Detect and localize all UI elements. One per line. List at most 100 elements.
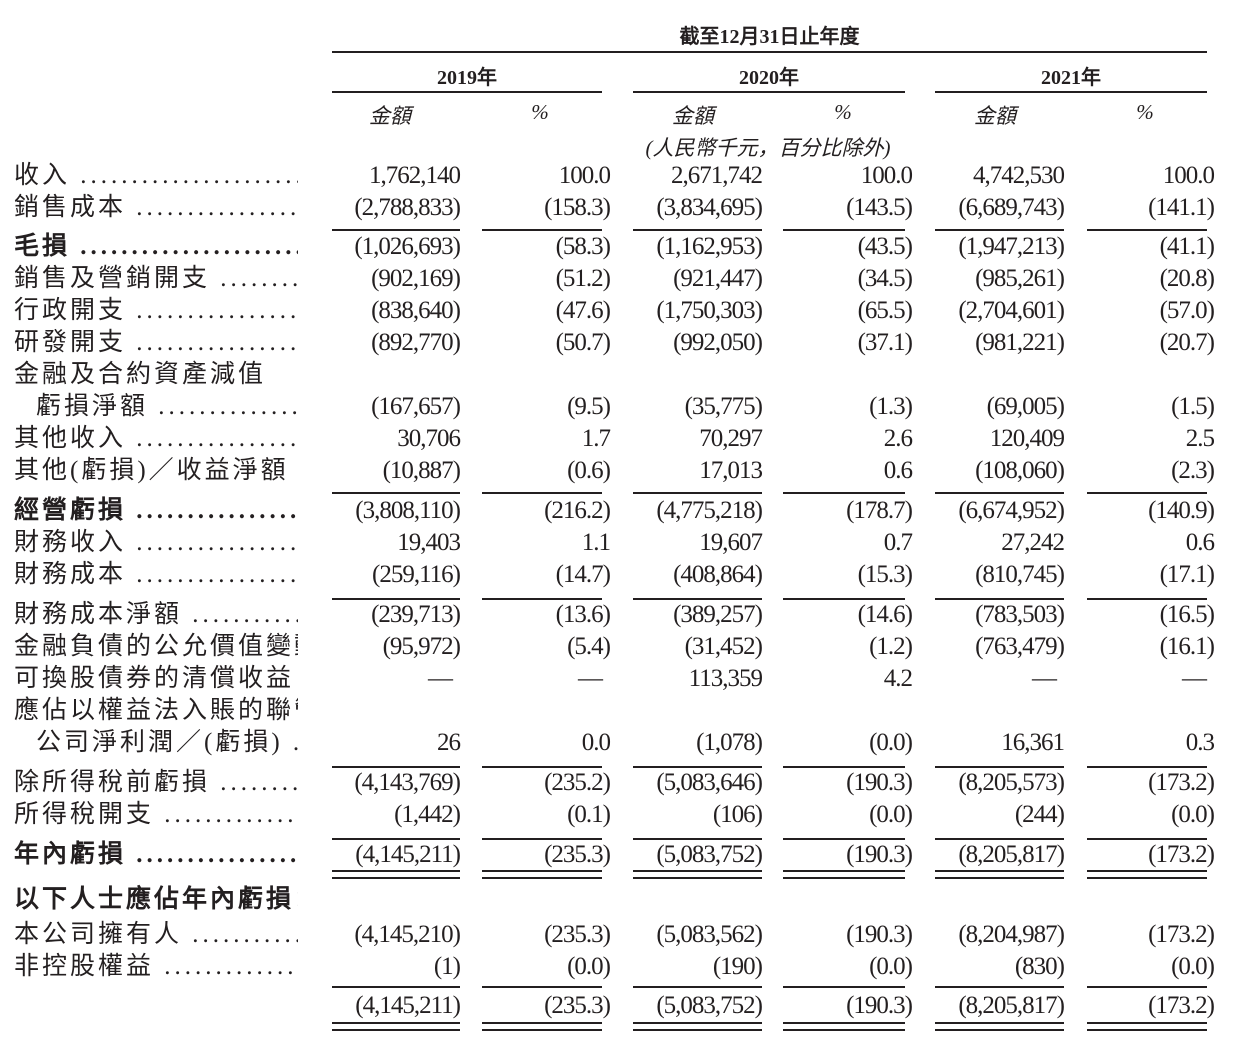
cell-percent-2019: (0.6) (567, 457, 611, 484)
subtotal-rule (332, 838, 460, 840)
cell-amount-2021: (981,221) (975, 329, 1065, 356)
cell-percent-2019: 100.0 (558, 162, 611, 189)
total-double-rule (783, 1029, 905, 1031)
cell-amount-2020: (31,452) (684, 633, 763, 660)
cell-percent-2020: (178.7) (846, 497, 913, 524)
total-double-rule (1087, 1022, 1207, 1024)
row-label-text: 公司淨利潤／(虧損) (36, 729, 283, 756)
leader-dots: ........................................ (80, 162, 298, 189)
cell-amount-2019: 1,762,140 (369, 162, 461, 189)
row-label-text: 除所得稅前虧損 (14, 769, 211, 796)
cell-percent-2019: (235.2) (544, 769, 611, 796)
amount-column-label: 金額 (369, 104, 411, 128)
row-label: 公司淨利潤／(虧損) .............................… (36, 727, 298, 759)
table-row: (4,145,211) (235.3) (5,083,752) (190.3) (8,2… (0, 990, 1239, 1022)
cell-amount-2019: 19,403 (397, 529, 461, 556)
subtotal-rule (633, 229, 762, 231)
cell-amount-2019: (10,887) (382, 457, 461, 484)
cell-amount-2019: (3,808,110) (355, 497, 461, 524)
cell-amount-2019: (1,442) (394, 801, 461, 828)
leader-dots: ........................................ (136, 841, 298, 868)
subtotal-rule (332, 229, 460, 231)
cell-amount-2021: 4,742,530 (973, 162, 1065, 189)
row-label: 以下人士應佔年內虧損： (14, 884, 298, 916)
table-row: 可換股債券的清償收益 — — 113,359 4.2 — — (0, 663, 1239, 695)
row-label-text: 毛損 (14, 233, 71, 260)
table-row: 非控股權益 ..................................… (0, 951, 1239, 983)
cell-amount-2021: (810,745) (975, 561, 1065, 588)
cell-percent-2021: 0.6 (1185, 529, 1215, 556)
cell-percent-2020: (37.1) (857, 329, 913, 356)
cell-amount-2020: 113,359 (688, 665, 763, 692)
cell-percent-2021: (20.8) (1159, 265, 1215, 292)
cell-amount-2019: (892,770) (371, 329, 461, 356)
total-double-rule (482, 1029, 602, 1031)
cell-amount-2021: (6,689,743) (958, 194, 1065, 221)
cell-amount-2020: (5,083,752) (656, 992, 763, 1019)
cell-percent-2021: (173.2) (1148, 992, 1215, 1019)
cell-percent-2019: — (578, 665, 603, 692)
divider (332, 91, 602, 93)
cell-amount-2019: — (428, 665, 453, 692)
cell-percent-2020: (65.5) (857, 297, 913, 324)
leader-dots: ........................................ (136, 529, 298, 556)
cell-amount-2020: (106) (712, 801, 763, 828)
cell-amount-2019: (4,145,210) (354, 921, 461, 948)
cell-percent-2021: (41.1) (1159, 233, 1215, 260)
table-row: 應佔以權益法入賬的聯營 (0, 695, 1239, 727)
table-row: 除所得稅前虧損 ................................… (0, 767, 1239, 799)
cell-amount-2019: (902,169) (371, 265, 461, 292)
cell-percent-2021: (140.9) (1148, 497, 1215, 524)
cell-percent-2021: (0.0) (1171, 953, 1215, 980)
cell-amount-2020: 17,013 (699, 457, 763, 484)
leader-dots: ........................................ (80, 233, 298, 260)
table-row: 其他(虧損)／收益淨額 ............................… (0, 455, 1239, 487)
table-row: 財務成本淨額 .................................… (0, 599, 1239, 631)
table-row: 其他收入 ...................................… (0, 423, 1239, 455)
cell-amount-2020: (921,447) (673, 265, 763, 292)
subtotal-rule (332, 986, 460, 988)
cell-amount-2021: (108,060) (975, 457, 1065, 484)
cell-amount-2021: (985,261) (975, 265, 1065, 292)
subtotal-rule (935, 492, 1064, 494)
cell-percent-2021: (173.2) (1148, 841, 1215, 868)
cell-amount-2019: (1,026,693) (354, 233, 461, 260)
row-label: 金融負債的公允價值變動 (14, 631, 298, 663)
table-row: 金融及合約資產減值 (0, 359, 1239, 391)
subtotal-rule (633, 986, 762, 988)
row-label-text: 財務成本 (14, 561, 127, 588)
cell-percent-2021: (141.1) (1148, 194, 1215, 221)
cell-amount-2020: (992,050) (673, 329, 763, 356)
row-label: 毛損 .....................................… (14, 231, 298, 263)
row-label-text: 研發開支 (14, 329, 127, 356)
total-double-rule (1087, 870, 1207, 872)
row-label: 銷售及營銷開支 ................................… (14, 263, 298, 295)
table-row: 研發開支 ...................................… (0, 327, 1239, 359)
total-double-rule (633, 1022, 762, 1024)
cell-amount-2021: (6,674,952) (958, 497, 1065, 524)
subtotal-rule (482, 986, 602, 988)
row-label: 應佔以權益法入賬的聯營 (14, 695, 298, 727)
year-heading-2019: 2019年 (437, 67, 497, 89)
cell-amount-2021: (8,204,987) (958, 921, 1065, 948)
total-double-rule (633, 870, 762, 872)
cell-amount-2020: (389,257) (673, 601, 763, 628)
row-label: 可換股債券的清償收益 (14, 663, 298, 695)
cell-amount-2019: (838,640) (371, 297, 461, 324)
cell-amount-2020: 70,297 (699, 425, 763, 452)
cell-percent-2021: (17.1) (1159, 561, 1215, 588)
cell-percent-2019: 1.7 (581, 425, 611, 452)
cell-percent-2020: 0.7 (883, 529, 913, 556)
cell-percent-2021: — (1182, 665, 1207, 692)
subtotal-rule (633, 598, 762, 600)
subtotal-rule (1087, 229, 1207, 231)
total-double-rule (633, 877, 762, 879)
row-label: 所得稅開支 ..................................… (14, 799, 298, 831)
subtotal-rule (935, 838, 1064, 840)
total-double-rule (935, 877, 1064, 879)
subtotal-rule (332, 766, 460, 768)
amount-column-label: 金額 (672, 104, 714, 128)
row-label-text: 財務收入 (14, 529, 127, 556)
subtotal-rule (482, 766, 602, 768)
cell-percent-2019: (51.2) (555, 265, 611, 292)
